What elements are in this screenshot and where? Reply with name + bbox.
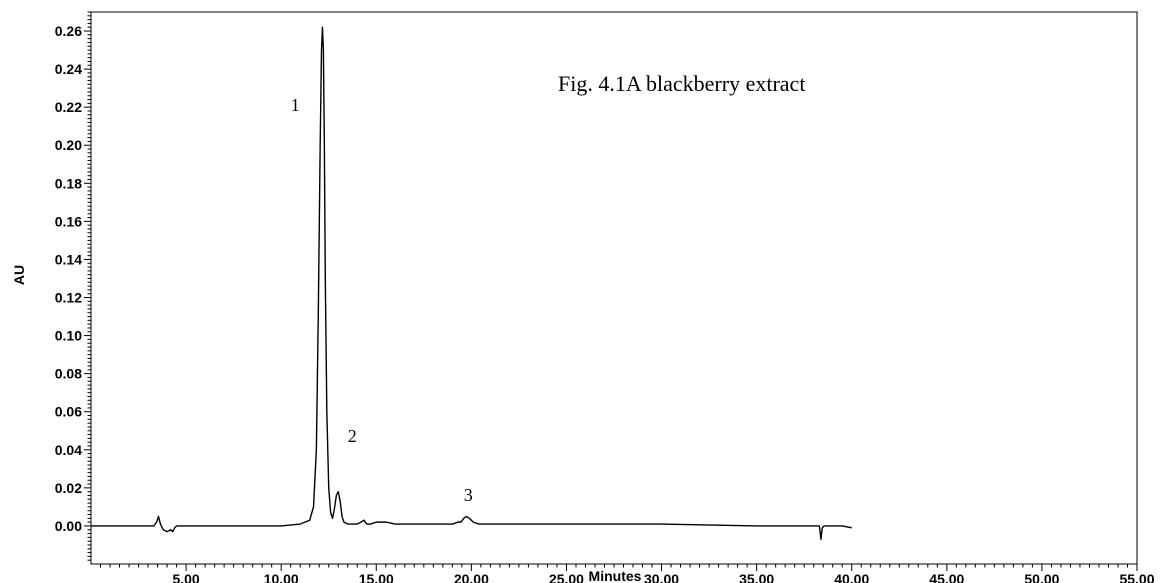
x-tick-label: 30.00 <box>644 571 679 583</box>
annotation-layer: 1 2 3 <box>291 95 473 505</box>
peak-label-1: 1 <box>291 95 300 115</box>
peak-label-3: 3 <box>464 485 473 505</box>
x-tick-label: 40.00 <box>834 571 869 583</box>
y-tick-label: 0.20 <box>55 137 82 153</box>
x-tick-label: 45.00 <box>929 571 964 583</box>
y-tick-label: 0.10 <box>55 328 82 344</box>
x-tick-label: 50.00 <box>1024 571 1059 583</box>
x-tick-label: 5.00 <box>172 571 199 583</box>
x-tick-label: 35.00 <box>739 571 774 583</box>
y-tick-label: 0.16 <box>55 213 82 229</box>
y-tick-label: 0.08 <box>55 366 82 382</box>
y-tick-label: 0.12 <box>55 290 82 306</box>
y-tick-label: 0.14 <box>55 251 82 267</box>
x-tick-label: 10.00 <box>264 571 299 583</box>
x-tick-label: 55.00 <box>1119 571 1154 583</box>
series-layer <box>91 26 852 540</box>
ticks-layer: 0.00 0.02 0.04 0.06 0.08 0.10 0.12 0.14 0.16 0.18… <box>55 11 1155 583</box>
y-tick-label: 0.06 <box>55 404 82 420</box>
y-tick-label: 0.26 <box>55 23 82 39</box>
y-tick-label: 0.22 <box>55 99 82 115</box>
y-axis-title: AU <box>11 265 27 285</box>
y-tick-label: 0.18 <box>55 175 82 191</box>
x-axis-title: Minutes <box>589 568 642 583</box>
x-tick-label: 20.00 <box>454 571 489 583</box>
peak-label-2: 2 <box>348 426 357 446</box>
x-tick-label: 25.00 <box>549 571 584 583</box>
chromatogram-line <box>91 26 852 540</box>
y-tick-label: 0.04 <box>55 442 82 458</box>
y-tick-label: 0.00 <box>55 518 82 534</box>
x-tick-label: 15.00 <box>359 571 394 583</box>
y-tick-label: 0.24 <box>55 61 82 77</box>
chart-title: Fig. 4.1A blackberry extract <box>558 71 805 96</box>
y-tick-label: 0.02 <box>55 480 82 496</box>
